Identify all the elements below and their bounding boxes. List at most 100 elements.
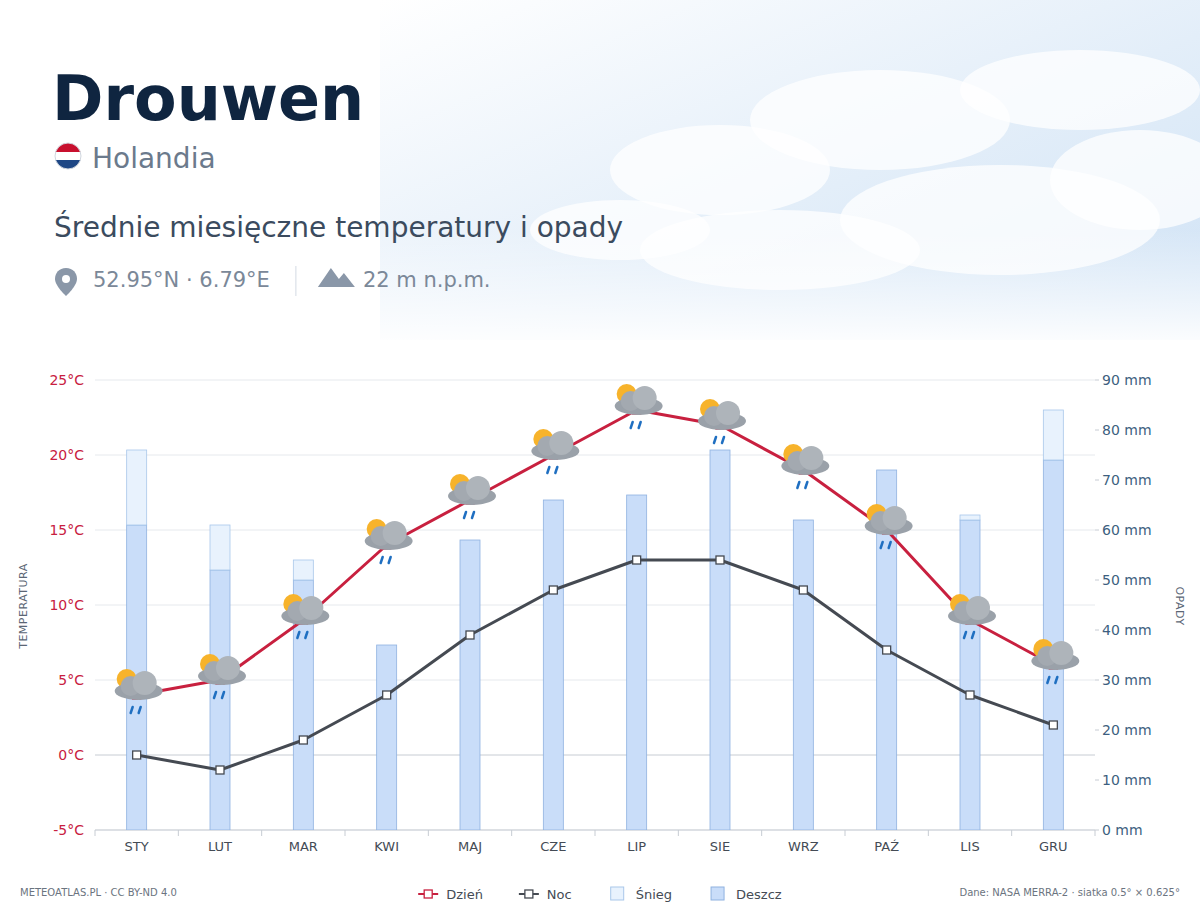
icon-drop (472, 512, 474, 518)
y2-tick-label: 40 mm (1102, 622, 1152, 638)
y2-tick-label: 30 mm (1102, 672, 1152, 688)
icon-drop (214, 692, 216, 698)
weather-icon (1031, 639, 1079, 683)
y2-tick-label: 0 mm (1102, 822, 1143, 838)
y2-axis-title: OPADY (1173, 586, 1186, 625)
grid-line (95, 380, 1095, 381)
background-fill (0, 0, 1200, 920)
bar (793, 520, 813, 830)
x-tick-label: SIE (710, 839, 730, 854)
y2-tick (1095, 780, 1099, 781)
bar (710, 450, 730, 451)
y2-tick (1095, 830, 1099, 831)
bar (210, 570, 230, 830)
y2-tick (1095, 530, 1099, 531)
x-tick-label: KWI (374, 839, 399, 854)
legend-label: Deszcz (736, 887, 782, 902)
x-tick (511, 830, 512, 836)
icon-drop (639, 422, 641, 428)
icon-cloud (966, 596, 990, 620)
x-tick (595, 830, 596, 836)
legend: DzieńNocŚniegDeszcz (418, 887, 782, 902)
bar (127, 450, 147, 525)
x-tick-label: MAJ (458, 839, 482, 854)
weather-icon (365, 519, 413, 563)
sky-cloud (1050, 130, 1200, 230)
y2-tick-label: 80 mm (1102, 422, 1152, 438)
marker (799, 586, 807, 594)
legend-item: Deszcz (711, 887, 782, 902)
flag-blue (55, 160, 81, 169)
icon-drop (797, 482, 799, 488)
weather-icon (281, 594, 329, 638)
x-tick-label: LIP (627, 839, 646, 854)
flag-icon (55, 143, 81, 169)
marker (299, 736, 307, 744)
icon-cloud (883, 506, 907, 530)
y2-tick (1095, 630, 1099, 631)
y2-tick (1095, 430, 1099, 431)
bar (543, 500, 563, 501)
x-tick-label: WRZ (788, 839, 819, 854)
x-tick (1011, 830, 1012, 836)
icon-drop (972, 632, 974, 638)
weather-icon (781, 444, 829, 488)
icon-drop (381, 557, 383, 563)
legend-swatch (424, 890, 432, 898)
x-tick (178, 830, 179, 836)
x-tick (261, 830, 262, 836)
y2-tick-label: 50 mm (1102, 572, 1152, 588)
plot-marks (127, 406, 1064, 830)
icon-cloud (466, 476, 490, 500)
separator (295, 266, 296, 296)
pin-icon (55, 268, 77, 296)
chart: DrouwenHolandiaŚrednie miesięczne temper… (0, 0, 1200, 920)
sky-fade (0, 230, 1200, 350)
icon-drop (722, 437, 724, 443)
icon-drop (1055, 677, 1057, 683)
x-tick (928, 830, 929, 836)
y-tick-label: 25°C (49, 372, 84, 388)
x-tick (678, 830, 679, 836)
bar (960, 520, 980, 830)
pin-hole (62, 275, 70, 283)
flag-stripes (55, 143, 81, 169)
icon-drop (139, 707, 141, 713)
icon-drop (805, 482, 807, 488)
bar (877, 470, 897, 471)
icon-cloud (299, 596, 323, 620)
y2-tick (1095, 380, 1099, 381)
legend-swatch (611, 887, 624, 900)
icon-cloud (549, 431, 573, 455)
grid-line (95, 530, 1095, 531)
x-tick-label: PAŹ (874, 839, 899, 854)
weather-icons (115, 384, 1080, 713)
bar (793, 520, 813, 521)
y-tick-label: 0°C (58, 747, 84, 763)
mountain-icon (318, 268, 355, 287)
icon-drop (464, 512, 466, 518)
x-tick-label: CZE (540, 839, 566, 854)
legend-label: Dzień (446, 887, 483, 902)
marker (716, 556, 724, 564)
y2-tick (1095, 730, 1099, 731)
marker (549, 586, 557, 594)
icon-drop (547, 467, 549, 473)
x-tick (1095, 830, 1096, 836)
legend-swatch (711, 887, 724, 900)
icon-cloud (633, 386, 657, 410)
y2-tick-label: 90 mm (1102, 372, 1152, 388)
marker (633, 556, 641, 564)
icon-drop (389, 557, 391, 563)
x-tick-label: MAR (289, 839, 318, 854)
weather-icon (865, 504, 913, 548)
y-tick-label: 10°C (49, 597, 84, 613)
icon-cloud (799, 446, 823, 470)
icon-drop (964, 632, 966, 638)
icon-drop (714, 437, 716, 443)
y2-tick (1095, 580, 1099, 581)
bar (460, 540, 480, 541)
icon-drop (1047, 677, 1049, 683)
marker (133, 751, 141, 759)
grid-line (95, 605, 1095, 606)
